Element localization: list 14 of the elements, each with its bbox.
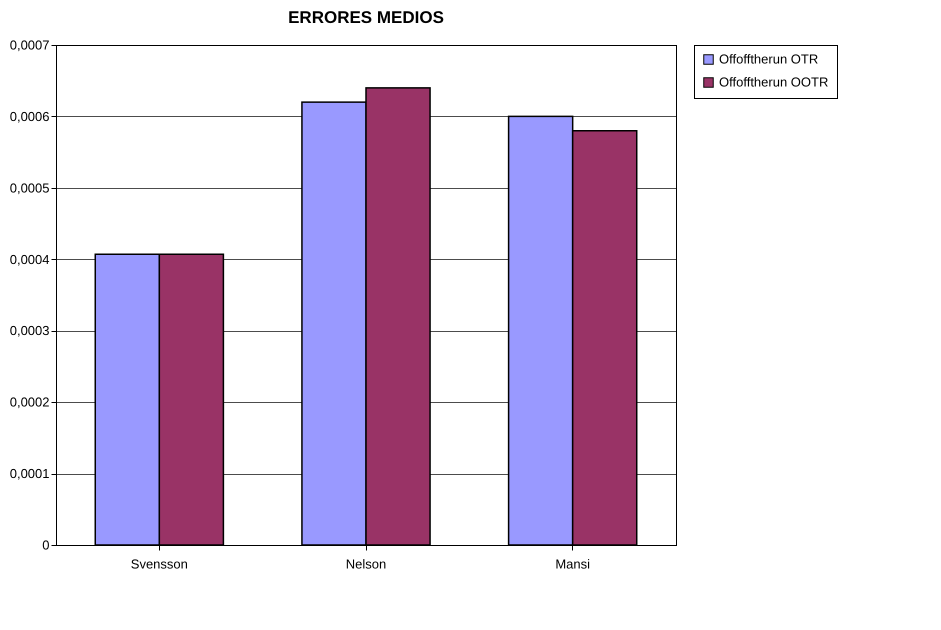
legend-label: Offofftherun OTR — [719, 52, 818, 66]
y-tick-label: 0,0001 — [10, 466, 50, 482]
y-tick-label: 0 — [42, 538, 50, 552]
x-tick-label: Mansi — [555, 556, 590, 572]
y-tick-label: 0,0002 — [10, 394, 50, 410]
y-tick-label: 0,0004 — [10, 252, 50, 267]
chart-title: ERRORES MEDIOS — [288, 8, 444, 27]
y-tick-label: 0,0007 — [10, 38, 50, 52]
legend-label: Offofftherun OOTR — [719, 74, 828, 90]
y-tick-label: 0,0006 — [10, 108, 50, 124]
x-tick-label: Svensson — [130, 556, 188, 572]
y-tick-label: 0,0003 — [10, 323, 50, 338]
y-tick-label: 0,0005 — [10, 180, 50, 196]
x-tick-label: Nelson — [346, 556, 386, 572]
